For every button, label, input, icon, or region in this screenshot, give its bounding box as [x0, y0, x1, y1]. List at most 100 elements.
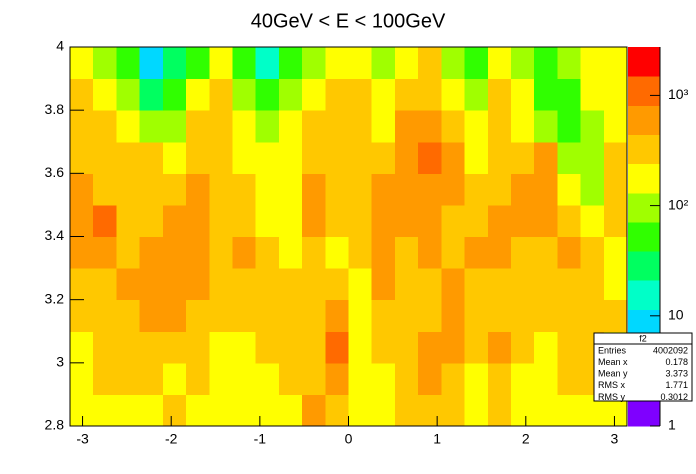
heat-cell — [510, 173, 535, 206]
heat-cell — [418, 362, 442, 395]
heat-cell — [70, 331, 94, 364]
heat-cell — [116, 141, 141, 174]
heat-cell — [557, 362, 582, 395]
heat-cell — [93, 299, 117, 332]
heat-cell — [464, 236, 489, 269]
heat-cell — [534, 236, 558, 269]
heat-cell — [278, 173, 303, 206]
heat-cell — [116, 362, 141, 395]
heat-cell — [464, 204, 489, 237]
heat-cell — [534, 173, 558, 206]
heat-cell — [302, 204, 326, 237]
heat-cell — [255, 47, 280, 80]
heat-cell — [232, 394, 257, 427]
heat-cell — [162, 141, 187, 174]
heat-cell — [255, 141, 280, 174]
stats-value: 0.178 — [665, 357, 688, 367]
heat-cell — [464, 268, 489, 301]
palette-band — [628, 163, 660, 194]
heat-cell — [348, 236, 373, 269]
heat-cell — [510, 299, 535, 332]
heat-cell — [418, 141, 442, 174]
heat-cell — [464, 110, 489, 143]
heat-cell — [186, 331, 210, 364]
x-tick-label: 3 — [611, 431, 619, 447]
heat-cell — [162, 204, 187, 237]
heat-cell — [441, 141, 466, 174]
heat-cell — [93, 78, 117, 111]
heat-cell — [534, 362, 558, 395]
y-tick-label: 3.8 — [45, 101, 65, 117]
heat-cell — [139, 268, 164, 301]
heat-cell — [603, 141, 628, 174]
heat-cell — [348, 141, 373, 174]
heat-cell — [186, 78, 210, 111]
heat-cell — [162, 47, 187, 80]
stats-value: 0.3012 — [660, 392, 688, 402]
heat-cell — [394, 299, 419, 332]
heat-cell — [278, 47, 303, 80]
heat-cell — [139, 78, 164, 111]
z-tick-label: 10 — [668, 307, 684, 323]
heat-cell — [93, 141, 117, 174]
heat-cell — [441, 394, 466, 427]
heat-cell — [534, 110, 558, 143]
heat-cell — [162, 299, 187, 332]
heat-cell — [348, 331, 373, 364]
chart-title: 40GeV < E < 100GeV — [251, 10, 446, 32]
heat-cell — [510, 141, 535, 174]
heat-cell — [603, 204, 628, 237]
heat-cell — [116, 268, 141, 301]
heat-cell — [232, 299, 257, 332]
heat-cell — [186, 299, 210, 332]
heat-cell — [371, 141, 396, 174]
heat-cell — [70, 394, 94, 427]
heat-cell — [116, 204, 141, 237]
heat-cell — [255, 394, 280, 427]
heat-cell — [534, 204, 558, 237]
heat-cell — [232, 362, 257, 395]
heat-cell — [139, 204, 164, 237]
z-tick-label: 10³ — [668, 86, 689, 102]
heat-cell — [139, 299, 164, 332]
heat-cell — [418, 299, 442, 332]
heat-cell — [371, 173, 396, 206]
heat-cell — [371, 268, 396, 301]
heat-cell — [464, 331, 489, 364]
heat-cell — [325, 331, 349, 364]
heat-cell — [394, 331, 419, 364]
heat-cell — [232, 204, 257, 237]
heat-cell — [139, 141, 164, 174]
y-tick-label: 3 — [56, 354, 64, 370]
heat-cell — [534, 331, 558, 364]
heat-cell — [371, 204, 396, 237]
heat-cell — [186, 236, 210, 269]
heat-cell — [487, 299, 512, 332]
heat-cell — [186, 141, 210, 174]
heat-cell — [186, 362, 210, 395]
heat-cell — [93, 47, 117, 80]
heat-cell — [603, 110, 628, 143]
heat-cell — [278, 141, 303, 174]
heat-cell — [603, 173, 628, 206]
heat-cell — [441, 47, 466, 80]
heat-cell — [394, 204, 419, 237]
heat-cell — [394, 173, 419, 206]
heat-cell — [255, 204, 280, 237]
heat-cell — [278, 268, 303, 301]
heat-cell — [302, 78, 326, 111]
heat-cell — [348, 362, 373, 395]
heat-cell — [557, 299, 582, 332]
heat-cell — [162, 236, 187, 269]
heat-cell — [325, 78, 349, 111]
heat-cell — [162, 110, 187, 143]
heat-cell — [487, 110, 512, 143]
heat-cell — [186, 110, 210, 143]
heat-cell — [255, 110, 280, 143]
heat-cell — [441, 299, 466, 332]
stats-label: RMS x — [598, 380, 626, 390]
heat-cell — [510, 47, 535, 80]
heat-cell — [209, 47, 233, 80]
heat-cell — [348, 204, 373, 237]
